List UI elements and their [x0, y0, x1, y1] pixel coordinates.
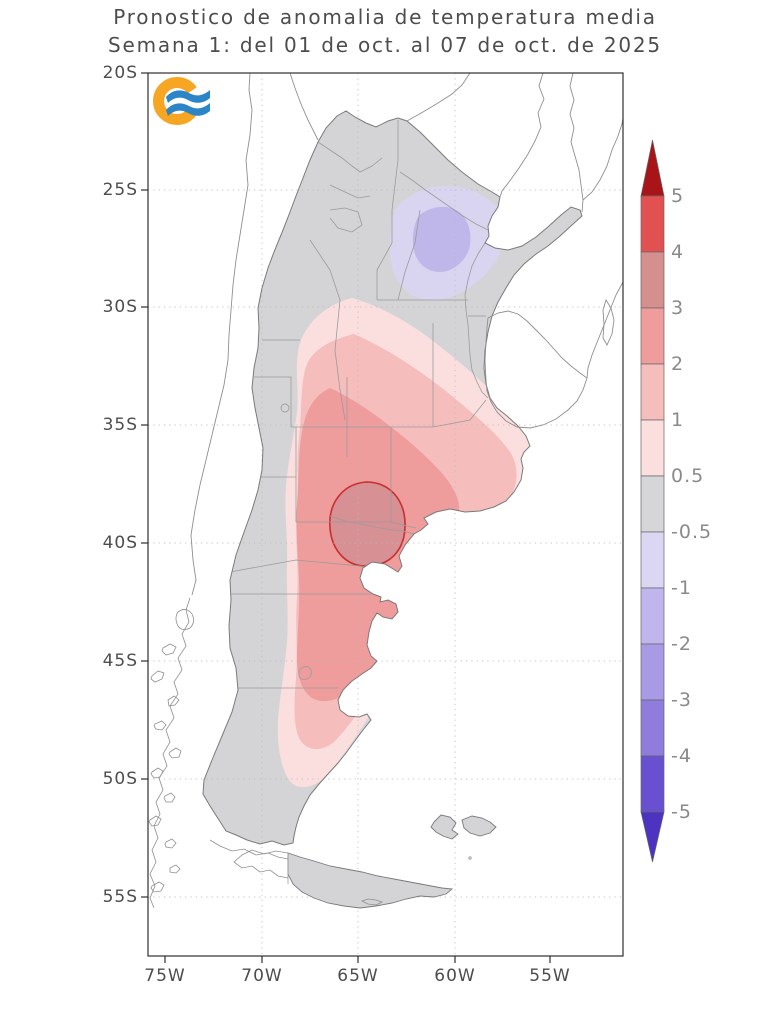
colorbar-tick-m2: -2 [671, 633, 692, 655]
isla-de-los-estados [360, 898, 384, 906]
chile-bolivia-border [289, 72, 319, 141]
colorbar-tick-5: 5 [671, 185, 685, 207]
minor-contour-loop [280, 403, 290, 413]
map-frame [147, 72, 624, 957]
brazil-coast [586, 281, 624, 379]
colorbar-tick-3: 3 [671, 297, 685, 319]
alto-parana-river [569, 72, 584, 213]
colorbar-tick-2: 2 [671, 353, 685, 375]
argentina-border [202, 110, 583, 846]
colorbar-segment [640, 531, 665, 589]
neighbour-borders [190, 72, 624, 596]
axis-ticks [141, 72, 551, 963]
lat-label-25s: 25S [102, 180, 138, 200]
lat-label-45s: 45S [102, 651, 138, 671]
lat-label-40s: 40S [102, 533, 138, 553]
colorbar-tick-05: 0.5 [671, 465, 705, 487]
colorbar-tick-m1: -1 [671, 577, 692, 599]
colorbar-arrow-bottom [640, 811, 665, 863]
colorbar-tick-m4: -4 [671, 745, 692, 767]
colorbar-tick-1: 1 [671, 409, 685, 431]
lat-label-30s: 30S [102, 297, 138, 317]
falkland-islands [430, 814, 497, 860]
lon-label-55w: 55W [529, 966, 571, 986]
lon-label-70w: 70W [241, 966, 283, 986]
colorbar-segment [640, 195, 665, 253]
colorbar-segment [640, 419, 665, 477]
lon-label-65w: 65W [337, 966, 379, 986]
logo-ring [153, 77, 197, 125]
parana-brazil-border [582, 117, 624, 201]
colorbar-tick-m5: -5 [671, 801, 692, 823]
lon-label-60w: 60W [434, 966, 476, 986]
cool-anomaly-level-1 [412, 206, 471, 272]
colorbar [640, 139, 665, 863]
colorbar-segment [640, 475, 665, 533]
minor-contour-loop [298, 665, 312, 680]
lat-label-35s: 35S [102, 415, 138, 435]
map-subtitle: Semana 1: del 01 de oct. al 07 de oct. d… [108, 33, 662, 57]
colorbar-tick-m05: -0.5 [671, 521, 713, 543]
lat-label-55s: 55S [102, 887, 138, 907]
lagoa-dos-patos [602, 298, 615, 346]
logo-wave-top [166, 90, 210, 103]
lat-label-50s: 50S [102, 769, 138, 789]
bolivia-paraguay-border [406, 72, 471, 122]
colorbar-segment [640, 755, 665, 813]
chile-fjords [148, 597, 289, 909]
colorbar-segment [640, 363, 665, 421]
uruguay [484, 310, 588, 429]
colorbar-segment [640, 307, 665, 365]
logo-wave-bottom [166, 103, 210, 116]
lon-label-75w: 75W [144, 966, 186, 986]
colorbar-segment [640, 587, 665, 645]
colorbar-tick-m3: -3 [671, 689, 692, 711]
province-borders [229, 120, 489, 689]
chile-coast [190, 72, 253, 596]
colorbar-segment [640, 251, 665, 309]
tierra-del-fuego [233, 849, 454, 909]
colorbar-tick-4: 4 [671, 241, 685, 263]
map-title: Pronostico de anomalia de temperatura me… [113, 5, 657, 29]
warm-anomaly-core-level-3 [329, 481, 406, 567]
anomaly-shading [277, 185, 543, 788]
colorbar-arrow-top [640, 139, 665, 197]
lat-label-20s: 20S [102, 63, 138, 83]
colorbar-segment [640, 699, 665, 757]
smn-logo-icon [153, 77, 210, 125]
colorbar-segment [640, 643, 665, 701]
paraguay-river [499, 72, 545, 198]
